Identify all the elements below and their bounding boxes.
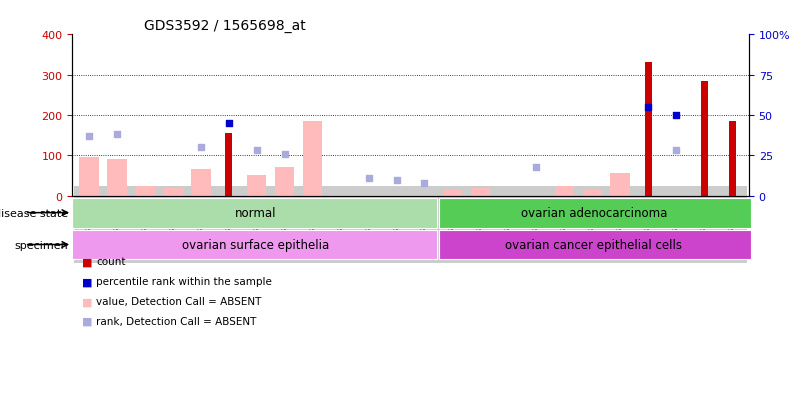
Point: [530, 164, 543, 171]
Text: normal: normal: [235, 206, 276, 220]
Point: [670, 112, 682, 119]
Text: percentile rank within the sample: percentile rank within the sample: [96, 277, 272, 287]
Bar: [275, 168, 295, 196]
Point: [83, 133, 95, 140]
Bar: [554, 186, 574, 196]
Text: ovarian cancer epithelial cells: ovarian cancer epithelial cells: [505, 238, 682, 252]
Bar: [72, 198, 437, 228]
Point: [278, 151, 291, 158]
Point: [418, 180, 431, 187]
Point: [111, 132, 123, 138]
Text: ■: ■: [82, 316, 92, 326]
Bar: [247, 176, 267, 196]
Bar: [191, 170, 211, 196]
Bar: [443, 190, 462, 196]
Text: ■: ■: [82, 277, 92, 287]
Bar: [163, 188, 183, 196]
Bar: [471, 189, 490, 196]
Bar: [79, 158, 99, 196]
Point: [390, 177, 403, 183]
Text: ovarian surface epithelia: ovarian surface epithelia: [182, 238, 329, 252]
Bar: [610, 174, 630, 196]
Text: specimen: specimen: [14, 240, 68, 250]
Text: count: count: [96, 257, 126, 267]
Text: disease state: disease state: [0, 208, 68, 218]
Point: [642, 104, 654, 111]
Bar: [439, 198, 751, 228]
Text: ■: ■: [82, 257, 92, 267]
Point: [362, 175, 375, 182]
Point: [670, 148, 682, 154]
Bar: [729, 122, 735, 196]
Text: ovarian adenocarcinoma: ovarian adenocarcinoma: [521, 206, 667, 220]
Point: [223, 121, 235, 127]
Bar: [225, 134, 232, 196]
Bar: [303, 122, 323, 196]
Text: rank, Detection Call = ABSENT: rank, Detection Call = ABSENT: [96, 316, 256, 326]
Bar: [701, 81, 707, 196]
Text: value, Detection Call = ABSENT: value, Detection Call = ABSENT: [96, 297, 261, 306]
Bar: [645, 63, 652, 196]
Bar: [72, 230, 437, 260]
Text: GDS3592 / 1565698_at: GDS3592 / 1565698_at: [144, 19, 306, 33]
Text: ■: ■: [82, 297, 92, 306]
Point: [195, 145, 207, 151]
Bar: [582, 190, 602, 196]
Bar: [135, 186, 155, 196]
Bar: [107, 160, 127, 196]
Bar: [439, 230, 751, 260]
Point: [250, 148, 263, 154]
